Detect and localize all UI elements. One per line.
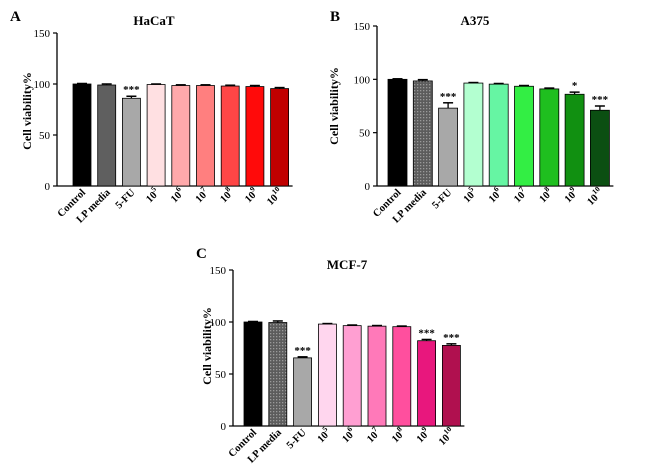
panel-c-bar-3 xyxy=(317,323,337,427)
panel-b-y-tick-label-50: 50 xyxy=(359,128,371,140)
panel-a-bar-2 xyxy=(122,97,141,187)
panel-c-x-tick-label-4: 106 xyxy=(338,424,359,445)
panel-a-x-tick-label-7: 109 xyxy=(240,184,261,205)
panel-a-x-tick-label-5: 107 xyxy=(191,184,212,205)
panel-a-bar-8 xyxy=(270,88,290,187)
panel-a-bar-1 xyxy=(97,84,117,187)
panel-c-x-tick-label-7: 109 xyxy=(412,424,433,445)
panel-c-letter: C xyxy=(196,246,207,262)
panel-c-bar-4 xyxy=(342,325,362,427)
panel-c-x-tick-label-6: 108 xyxy=(387,424,408,445)
panel-b-bar-4 xyxy=(488,83,509,187)
panel-c-bar-1 xyxy=(268,322,288,427)
panel-c-title: MCF-7 xyxy=(327,257,368,272)
panel-a-bar-0 xyxy=(72,83,92,187)
panel-a-bar-4 xyxy=(171,85,191,187)
panel-b-bar-2 xyxy=(438,107,459,187)
panel-b-x-tick-label-8: 1010 xyxy=(583,184,607,208)
panel-b-bar-8 xyxy=(590,109,610,187)
panel-b-title: A375 xyxy=(461,13,490,28)
panel-a-significance-2: *** xyxy=(123,84,140,96)
panel-b-x-tick-label-7: 109 xyxy=(560,184,581,205)
panel-b-bar-3 xyxy=(463,82,484,187)
panel-c-bar-6 xyxy=(392,326,412,427)
panel-c-y-axis-label: Cell viability% xyxy=(200,307,214,385)
panel-b-x-tick-label-3: 105 xyxy=(459,184,480,205)
panel-b-significance-8: *** xyxy=(592,94,609,106)
panel-a-y-tick-label-0: 0 xyxy=(45,181,51,193)
panel-b-bar-0 xyxy=(387,78,408,187)
panel-c-x-tick-label-8: 1010 xyxy=(434,424,458,448)
panel-a-letter: A xyxy=(10,9,21,25)
panel-b-y-tick-label-150: 150 xyxy=(354,21,371,33)
panel-c-x-tick-label-5: 107 xyxy=(362,424,383,445)
panel-b-bar-1 xyxy=(412,80,433,187)
panel-c-bar-8 xyxy=(441,344,461,427)
panel-b-x-tick-label-4: 106 xyxy=(484,184,505,205)
panel-a-x-tick-label-8: 1010 xyxy=(262,184,286,208)
panel-b-y-tick-label-100: 100 xyxy=(354,74,371,86)
panel-c-bar-5 xyxy=(367,325,387,427)
panel-a-x-tick-label-4: 106 xyxy=(166,184,187,205)
panel-a-y-tick-label-100: 100 xyxy=(34,79,51,91)
panel-c-bar-7 xyxy=(417,340,437,427)
panel-c-bar-0 xyxy=(243,321,263,427)
panel-b-y-axis-label: Cell viability% xyxy=(327,67,341,145)
panel-c-y-tick-label-150: 150 xyxy=(210,265,227,277)
panel-c-y-tick-label-0: 0 xyxy=(221,421,227,433)
panel-a-y-tick-label-50: 50 xyxy=(39,130,51,142)
panel-c-y-tick-label-100: 100 xyxy=(210,317,227,329)
panel-c-significance-8: *** xyxy=(443,332,460,344)
panel-b-letter: B xyxy=(330,9,340,25)
panel-a-title: HaCaT xyxy=(133,13,175,28)
panel-b-bar-6 xyxy=(539,88,560,187)
panel-b-significance-7: * xyxy=(572,80,578,92)
panel-c-bar-2 xyxy=(293,357,313,427)
panel-a-y-axis-label: Cell viability% xyxy=(20,72,34,150)
panel-c-significance-7: *** xyxy=(418,327,435,339)
panel-a-x-tick-label-3: 105 xyxy=(142,184,163,205)
panel-b-bar-7 xyxy=(564,93,585,187)
panel-b-x-tick-label-2: 5-FU xyxy=(430,187,454,211)
panel-a-bar-5 xyxy=(196,85,215,187)
panel-b-significance-2: *** xyxy=(440,91,457,103)
panel-a-bar-3 xyxy=(146,84,166,187)
panel-b-x-tick-label-6: 108 xyxy=(535,184,556,205)
panel-b-x-tick-label-5: 107 xyxy=(509,184,530,205)
panel-c-x-tick-label-2: 5-FU xyxy=(285,427,309,451)
panel-c-significance-2: *** xyxy=(294,345,311,357)
panel-a-x-tick-label-6: 108 xyxy=(216,184,237,205)
panel-b-y-tick-label-0: 0 xyxy=(365,181,371,193)
panel-c-x-tick-label-3: 105 xyxy=(313,424,334,445)
panel-c-y-tick-label-50: 50 xyxy=(215,369,227,381)
panel-a-x-tick-label-2: 5-FU xyxy=(114,187,138,211)
panel-b-bar-5 xyxy=(514,85,534,187)
panel-a-bar-7 xyxy=(245,86,265,187)
panel-a-y-tick-label-150: 150 xyxy=(34,28,51,40)
panel-a-bar-6 xyxy=(220,85,240,187)
